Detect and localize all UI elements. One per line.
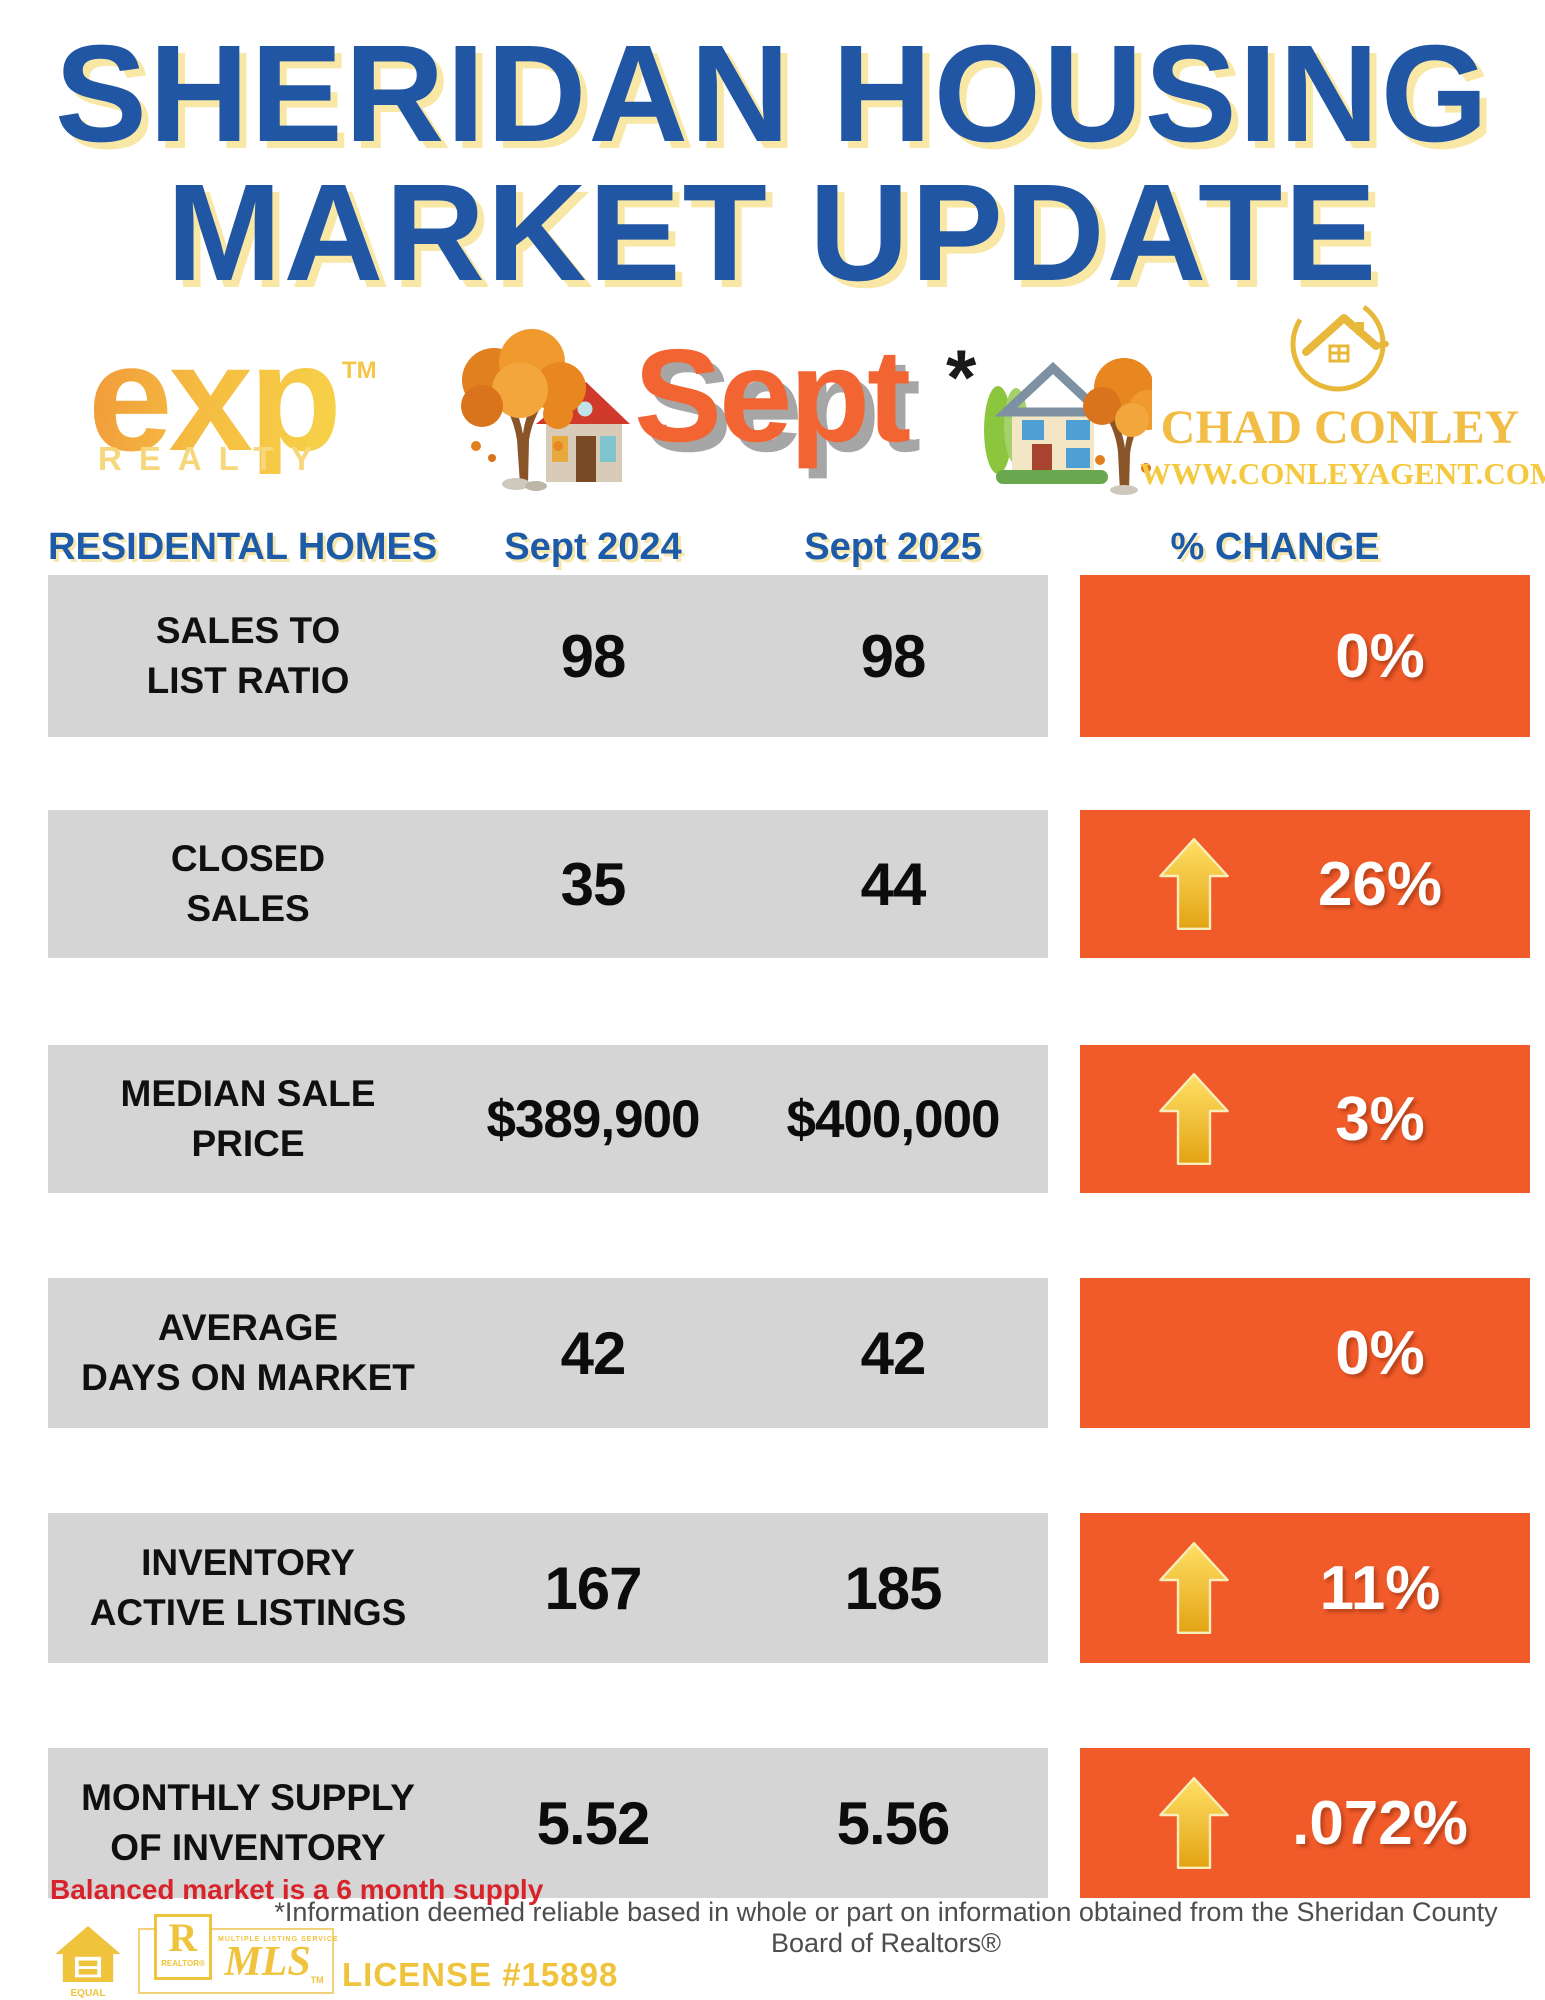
license-number: LICENSE #15898: [342, 1956, 619, 1993]
change-cell: 0%: [1080, 575, 1530, 737]
month-label: Sept: [634, 322, 911, 469]
exp-realty-label: REALTY: [98, 440, 330, 477]
chad-conley-logo: CHAD CONLEY WWW.CONLEYAGENT.COM: [1140, 288, 1545, 492]
metric-label: MEDIAN SALE PRICE: [120, 1073, 376, 1164]
percent-change-value: 0%: [1335, 621, 1425, 691]
up-arrow-icon: [1080, 1062, 1230, 1176]
realtor-mls-badge: R REALTOR® MULTIPLE LISTING SERVICE MLST…: [138, 1914, 339, 1994]
exp-realty-logo: exp TM REALTY: [88, 322, 398, 478]
column-header-sept-2024: Sept 2024: [504, 526, 682, 568]
page-title: SHERIDAN HOUSING MARKET UPDATE: [0, 14, 1545, 311]
row-metric-cells: AVERAGE DAYS ON MARKET 42 42: [48, 1278, 1048, 1428]
disclaimer-text: *Information deemed reliable based in wh…: [274, 1897, 1498, 1958]
value-2024: 167: [544, 1554, 642, 1622]
mls-icon: MULTIPLE LISTING SERVICE MLSTM: [218, 1936, 339, 1985]
change-cell: .072%: [1080, 1748, 1530, 1898]
agent-name: CHAD CONLEY: [1160, 401, 1520, 454]
title-line2: MARKET UPDATE: [166, 156, 1379, 311]
percent-change-value: 3%: [1335, 1084, 1425, 1154]
autumn-tree-house-icon: [461, 329, 630, 491]
value-2025: 44: [860, 850, 927, 918]
row-metric-cells: CLOSED SALES 35 44: [48, 810, 1048, 958]
value-2024: 5.52: [536, 1789, 651, 1857]
value-2025: 5.56: [836, 1789, 951, 1857]
trademark-symbol: TM: [341, 357, 377, 384]
value-2024: 98: [560, 622, 627, 690]
metric-label: AVERAGE DAYS ON MARKET: [81, 1307, 415, 1398]
up-arrow-icon: [1080, 1531, 1230, 1645]
change-cell: 11%: [1080, 1513, 1530, 1663]
table-row: MONTHLY SUPPLY OF INVENTORY 5.52 5.56 .0…: [0, 1748, 1545, 1898]
metric-label: MONTHLY SUPPLY OF INVENTORY: [81, 1777, 415, 1868]
percent-change-value: 11%: [1319, 1553, 1441, 1623]
footer-logos: EQUAL HOUSING OPPORTUNITY R REALTOR® MUL…: [0, 1914, 617, 2000]
table-row: MEDIAN SALE PRICE $389,900 $400,000 3%: [0, 1045, 1545, 1193]
value-2025: 98: [860, 622, 927, 690]
value-2025: 42: [860, 1319, 927, 1387]
row-metric-cells: MONTHLY SUPPLY OF INVENTORY 5.52 5.56: [48, 1748, 1048, 1898]
house-with-trees-icon: [984, 358, 1152, 495]
realtor-r-glyph: R: [168, 1915, 198, 1960]
mls-subtitle: MULTIPLE LISTING SERVICE: [218, 1936, 339, 1943]
row-metric-cells: MEDIAN SALE PRICE $389,900 $400,000: [48, 1045, 1048, 1193]
percent-change-value: 0%: [1335, 1318, 1425, 1388]
change-cell: 3%: [1080, 1045, 1530, 1193]
metric-label: SALES TO LIST RATIO: [146, 610, 350, 701]
up-arrow-icon: [1080, 827, 1230, 941]
metric-label: INVENTORY ACTIVE LISTINGS: [89, 1542, 407, 1633]
title-line1: SHERIDAN HOUSING: [54, 17, 1491, 171]
exp-brand-text: exp: [88, 313, 342, 483]
realtor-icon: R REALTOR®: [154, 1914, 212, 1980]
equal-housing-house-icon: [55, 1926, 121, 1982]
table-row: CLOSED SALES 35 44 26%: [0, 810, 1545, 958]
column-header-category: RESIDENTAL HOMES: [48, 526, 438, 568]
equal-housing-logo: EQUAL HOUSING OPPORTUNITY: [52, 1926, 124, 2000]
balanced-market-note: Balanced market is a 6 month supply: [50, 1874, 544, 1905]
table-row: INVENTORY ACTIVE LISTINGS 167 185 11%: [0, 1513, 1545, 1663]
value-2024: 42: [560, 1319, 627, 1387]
percent-change-value: 26%: [1317, 849, 1443, 919]
asterisk: *: [946, 333, 977, 421]
mls-tm: TM: [310, 1975, 324, 1985]
table-row: AVERAGE DAYS ON MARKET 42 42 0%: [0, 1278, 1545, 1428]
mls-wordmark: MLS: [224, 1939, 311, 1985]
table-row: SALES TO LIST RATIO 98 98 0%: [0, 575, 1545, 737]
row-metric-cells: SALES TO LIST RATIO 98 98: [48, 575, 1048, 737]
column-header-sept-2025: Sept 2025: [804, 526, 982, 568]
realtor-label: REALTOR®: [161, 1959, 205, 1968]
change-cell: 0%: [1080, 1278, 1530, 1428]
change-cell: 26%: [1080, 810, 1530, 958]
metric-label: CLOSED SALES: [170, 838, 326, 929]
equal-housing-label-1: EQUAL HOUSING: [65, 1988, 112, 2000]
up-arrow-icon: [1080, 1766, 1230, 1880]
value-2024: $389,900: [486, 1089, 700, 1149]
percent-change-value: .072%: [1292, 1788, 1468, 1858]
house-circle-icon: [1290, 296, 1389, 392]
value-2025: 185: [844, 1554, 942, 1622]
row-metric-cells: INVENTORY ACTIVE LISTINGS 167 185: [48, 1513, 1048, 1663]
value-2024: 35: [560, 850, 627, 918]
agent-website: WWW.CONLEYAGENT.COM: [1140, 456, 1545, 491]
column-header-change: % CHANGE: [1170, 526, 1380, 568]
value-2025: $400,000: [786, 1089, 1000, 1149]
